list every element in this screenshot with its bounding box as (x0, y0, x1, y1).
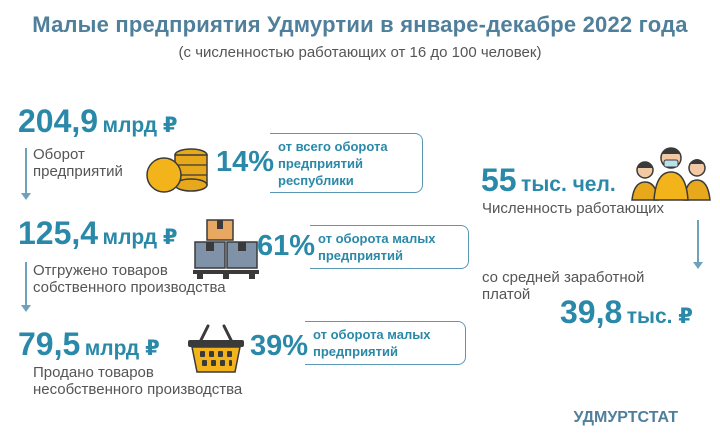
sold-label: Продано товаров несобственного производс… (33, 364, 243, 398)
shipped-note-frame (310, 225, 469, 269)
page-subtitle: (с численностью работающих от 16 до 100 … (178, 44, 542, 61)
sold-note: от оборота малых предприятий (313, 327, 431, 359)
employees-value: 55 (481, 162, 517, 198)
page-title: Малые предприятия Удмуртии в январе-дека… (32, 12, 688, 37)
sold-unit: млрд ₽ (84, 337, 160, 360)
turnover-note: от всего оборота предприятий республики (278, 139, 388, 188)
basket-icon (188, 324, 244, 373)
turnover-value: 204,9 (18, 103, 99, 139)
shipped-unit: млрд ₽ (102, 226, 178, 249)
people-icon (631, 147, 711, 201)
salary-label: со средней заработной платой (482, 269, 645, 303)
turnover-label: Оборот предприятий (33, 146, 123, 180)
shipped-label: Отгружено товаров собственного производс… (33, 262, 226, 296)
turnover-note-frame (270, 133, 423, 193)
shipped-note: от оборота малых предприятий (318, 231, 436, 263)
arrow-down-icon (21, 305, 31, 312)
sold-value-row: 79,5 млрд ₽ (18, 326, 160, 363)
turnover-percent: 14% (216, 146, 275, 178)
shipped-value: 125,4 (18, 215, 99, 251)
sold-note-frame (305, 321, 466, 365)
employees-unit: тыс. чел. (521, 173, 616, 196)
turnover-value-row: 204,9 млрд ₽ (18, 103, 178, 140)
salary-value-row: 39,8 тыс. ₽ (560, 294, 693, 331)
shipped-value-row: 125,4 млрд ₽ (18, 215, 178, 252)
flow-arrow-line (25, 148, 27, 194)
arrow-down-icon (21, 193, 31, 200)
sold-value: 79,5 (18, 326, 81, 362)
sold-percent: 39% (250, 330, 309, 362)
shipped-percent: 61% (257, 230, 316, 262)
arrow-down-icon (693, 262, 703, 269)
flow-arrow-line (697, 220, 699, 263)
salary-value: 39,8 (560, 294, 623, 330)
brand-logo-text: УДМУРТСТАТ (573, 409, 678, 426)
coins-icon (146, 148, 208, 193)
salary-unit: тыс. ₽ (626, 305, 693, 328)
turnover-unit: млрд ₽ (102, 114, 178, 137)
flow-arrow-line (25, 262, 27, 306)
employees-label: Численность работающих (482, 200, 665, 217)
employees-value-row: 55 тыс. чел. (481, 162, 616, 199)
boxes-icon (193, 219, 259, 279)
